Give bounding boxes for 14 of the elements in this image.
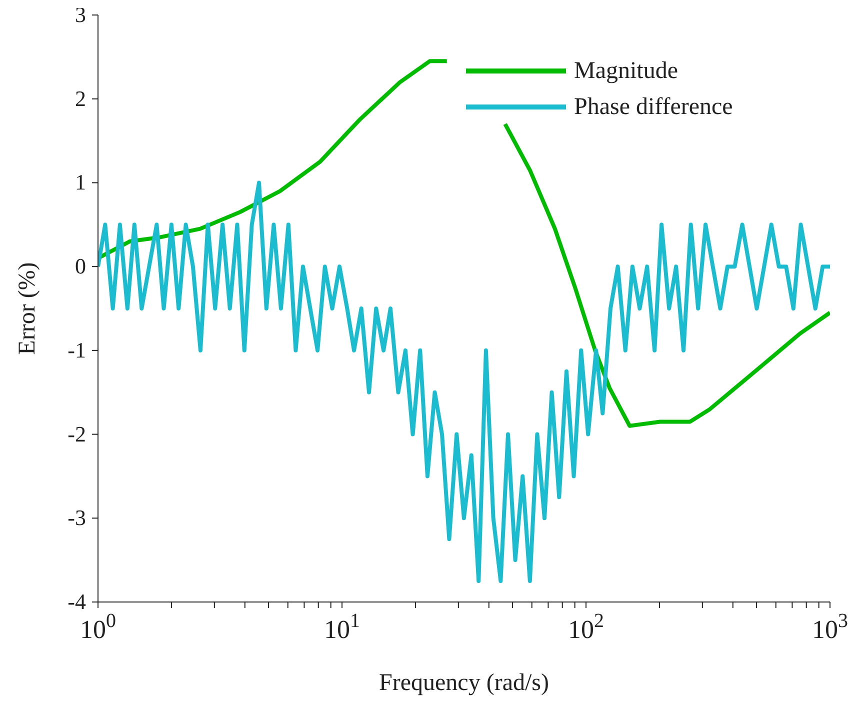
- x-tick-label: 10$^{1}$: [324, 610, 360, 644]
- line-series: [98, 180, 830, 584]
- y-axis-title: Error (%): [14, 262, 41, 355]
- x-axis-title: Frequency (rad/s): [379, 670, 549, 696]
- x-tick-label: 10$^{3}$: [812, 610, 848, 644]
- y-tick-label: 2: [75, 86, 86, 111]
- y-tick-label: -1: [68, 337, 86, 362]
- legend-label: Magnitude: [574, 57, 678, 86]
- x-tick-label: 10$^{2}$: [568, 610, 604, 644]
- y-tick-label: 0: [75, 254, 86, 279]
- y-tick-label: -2: [68, 421, 86, 446]
- legend-label: Phase difference: [574, 93, 733, 122]
- y-tick-label: 1: [75, 170, 86, 195]
- y-tick-label: -3: [68, 505, 86, 530]
